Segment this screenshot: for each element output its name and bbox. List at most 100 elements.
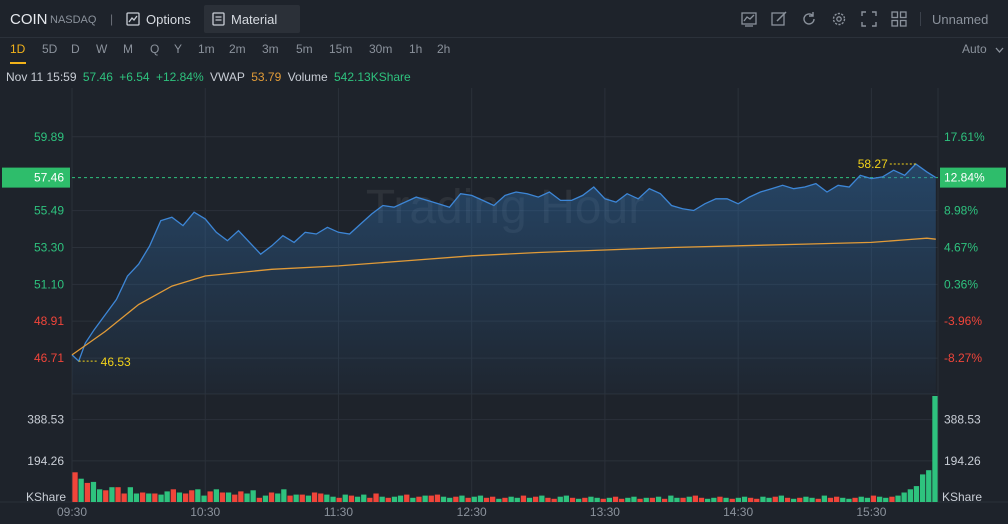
- volume-bar: [625, 497, 631, 502]
- volume-bar: [207, 491, 213, 502]
- volume-bar: [416, 496, 422, 502]
- volume-bar: [391, 496, 398, 502]
- volume-bar: [176, 492, 183, 502]
- volume-bar: [361, 494, 367, 502]
- volume-bar: [397, 495, 404, 502]
- volume-bar: [778, 495, 784, 502]
- volume-bar: [655, 496, 662, 502]
- layout-name-dropdown[interactable]: Unnamed: [932, 12, 989, 27]
- volume-bar: [545, 497, 551, 502]
- volume-bar: [256, 497, 262, 502]
- price-axis-label: 46.71: [34, 351, 64, 365]
- volume-bar: [809, 497, 815, 502]
- volume-bar: [907, 489, 913, 502]
- low-price-label: 46.53: [101, 355, 131, 369]
- options-button[interactable]: Options: [118, 5, 199, 33]
- volume-bar: [514, 497, 520, 502]
- volume-bar: [539, 495, 545, 502]
- period-tabs: 1D 5D D W M Q Y 1m 2m 3m 5m 15m 30m 1h 2…: [0, 38, 1008, 64]
- period-tab-30m[interactable]: 30m: [369, 42, 393, 56]
- volume-bar: [735, 497, 741, 502]
- price-axis-label: 55.49: [34, 204, 64, 218]
- period-tab-5m[interactable]: 5m: [296, 42, 313, 56]
- volume-bar: [440, 496, 447, 502]
- period-tab-1m[interactable]: 1m: [198, 42, 215, 56]
- volume-bar: [238, 491, 244, 502]
- active-period-indicator: [10, 62, 26, 64]
- volume-bar: [78, 478, 84, 502]
- settings-icon[interactable]: [830, 10, 848, 28]
- period-tab-day[interactable]: D: [71, 42, 80, 56]
- chart-line-icon[interactable]: [740, 10, 758, 28]
- volume-bar: [588, 496, 594, 502]
- pct-axis-label: 8.98%: [944, 204, 978, 218]
- period-tab-2m[interactable]: 2m: [229, 42, 246, 56]
- quote-info-bar: Nov 11 15:59 57.46 +6.54 +12.84% VWAP 53…: [6, 70, 414, 84]
- volume-bar: [784, 497, 791, 502]
- volume-bar: [772, 496, 778, 502]
- volume-bar: [225, 492, 232, 502]
- volume-bar: [299, 494, 305, 502]
- price-axis-label: 59.89: [34, 130, 64, 144]
- period-tab-3m[interactable]: 3m: [262, 42, 279, 56]
- volume-bar: [152, 493, 158, 502]
- chevron-down-icon: [995, 47, 1004, 53]
- fullscreen-icon[interactable]: [860, 10, 878, 28]
- intraday-chart[interactable]: Trading Hour 59.8917.61%57.4612.84%55.49…: [0, 88, 1008, 524]
- quote-datetime: Nov 11 15:59: [6, 70, 77, 84]
- volume-bar: [766, 497, 772, 502]
- period-tab-5d[interactable]: 5D: [42, 42, 58, 56]
- options-chart-icon: [126, 12, 140, 26]
- period-tab-month[interactable]: M: [123, 42, 133, 56]
- volume-bar: [90, 481, 97, 502]
- price-axis-label: 48.91: [34, 314, 64, 328]
- period-tab-year[interactable]: Y: [174, 42, 183, 56]
- volume-bar: [330, 496, 336, 502]
- volume-bar: [637, 498, 643, 502]
- material-button[interactable]: Material: [204, 5, 300, 33]
- volume-bar: [97, 489, 103, 502]
- time-axis-label: 09:30: [57, 505, 87, 519]
- price-axis-label: 51.10: [34, 277, 64, 291]
- period-tab-1h[interactable]: 1h: [409, 42, 423, 56]
- volume-bar: [336, 497, 342, 502]
- volume-bar: [797, 497, 803, 502]
- volume-bar: [244, 493, 250, 502]
- volume-bar: [760, 496, 766, 502]
- volume-bar: [385, 497, 391, 502]
- chart-marks: [71, 163, 938, 502]
- volume-bar: [612, 496, 619, 502]
- volume-bar: [674, 497, 680, 502]
- volume-bar: [711, 497, 717, 502]
- period-tab-15m[interactable]: 15m: [329, 42, 353, 56]
- volume-bar: [864, 497, 870, 502]
- ticker-symbol[interactable]: COIN: [10, 11, 48, 28]
- volume-bar: [201, 495, 207, 502]
- layout-grid-icon[interactable]: [890, 10, 908, 28]
- vwap-label: VWAP: [210, 70, 245, 84]
- volume-bar: [649, 497, 655, 502]
- time-axis-label: 13:30: [590, 505, 620, 519]
- period-tab-2h[interactable]: 2h: [437, 42, 451, 56]
- volume-bar: [729, 498, 735, 502]
- volume-bar: [846, 498, 852, 502]
- volume-bar: [821, 495, 827, 502]
- volume-bar: [189, 490, 195, 502]
- pct-axis-label: 12.84%: [944, 171, 985, 185]
- volume-bar: [803, 496, 809, 502]
- volume-bar: [569, 497, 576, 502]
- volume-bar: [741, 496, 748, 502]
- refresh-icon[interactable]: [800, 10, 818, 28]
- pct-axis-label: 0.36%: [944, 277, 978, 291]
- volume-bar: [354, 496, 361, 502]
- period-tab-quarter[interactable]: Q: [150, 42, 160, 56]
- volume-bar: [115, 487, 121, 502]
- volume-bar: [133, 493, 140, 502]
- volume-bar: [680, 497, 686, 502]
- draw-icon[interactable]: [770, 10, 788, 28]
- period-tab-1d[interactable]: 1D: [10, 42, 26, 56]
- volume-bar: [582, 497, 588, 502]
- scale-mode-dropdown[interactable]: Auto: [962, 42, 1004, 56]
- volume-bar: [692, 495, 698, 502]
- period-tab-week[interactable]: W: [96, 42, 108, 56]
